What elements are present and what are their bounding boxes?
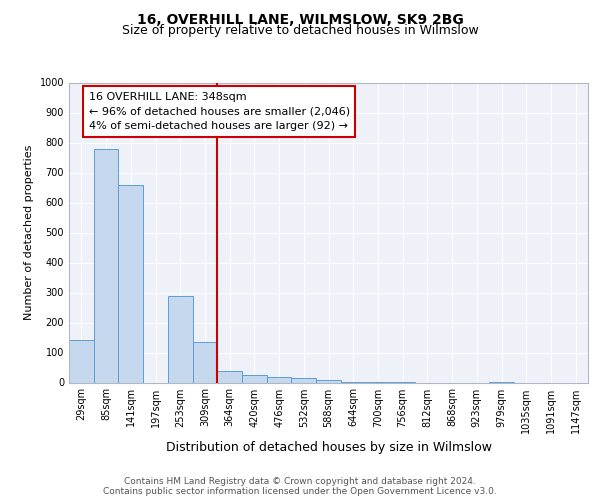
Y-axis label: Number of detached properties: Number of detached properties [24, 145, 34, 320]
Bar [193, 342, 217, 382]
Bar [292, 378, 316, 382]
Bar [242, 375, 267, 382]
Bar [69, 340, 94, 382]
Bar [267, 376, 292, 382]
Text: Size of property relative to detached houses in Wilmslow: Size of property relative to detached ho… [122, 24, 478, 37]
Bar [316, 380, 341, 382]
Text: Contains HM Land Registry data © Crown copyright and database right 2024.
Contai: Contains HM Land Registry data © Crown c… [103, 476, 497, 496]
X-axis label: Distribution of detached houses by size in Wilmslow: Distribution of detached houses by size … [166, 441, 491, 454]
Bar [217, 371, 242, 382]
Text: 16 OVERHILL LANE: 348sqm
← 96% of detached houses are smaller (2,046)
4% of semi: 16 OVERHILL LANE: 348sqm ← 96% of detach… [89, 92, 350, 131]
Bar [118, 184, 143, 382]
Text: 16, OVERHILL LANE, WILMSLOW, SK9 2BG: 16, OVERHILL LANE, WILMSLOW, SK9 2BG [137, 12, 463, 26]
Bar [94, 148, 118, 382]
Bar [168, 296, 193, 382]
